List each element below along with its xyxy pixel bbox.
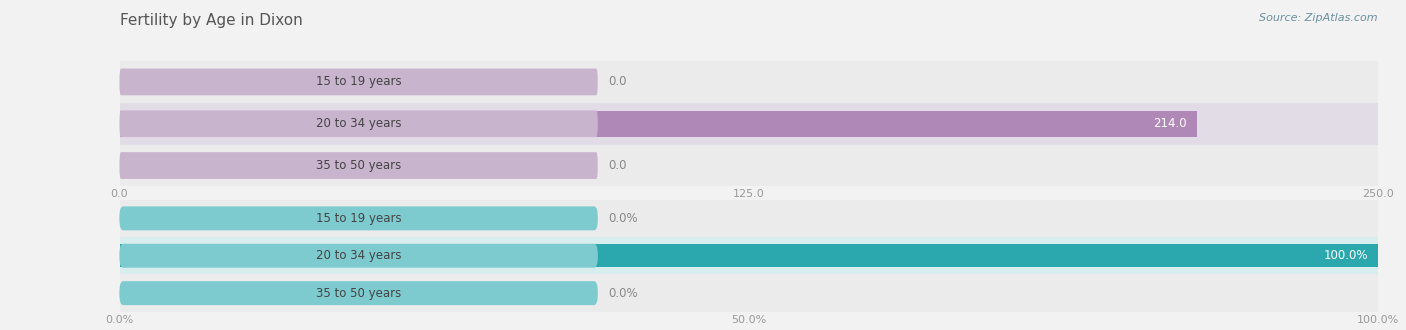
Bar: [120, 200, 1378, 237]
Bar: [120, 275, 1378, 312]
Text: 0.0: 0.0: [607, 76, 626, 88]
Text: 20 to 34 years: 20 to 34 years: [316, 249, 401, 262]
Bar: [120, 237, 1378, 275]
FancyBboxPatch shape: [120, 152, 598, 179]
Text: 15 to 19 years: 15 to 19 years: [316, 212, 401, 225]
Text: Fertility by Age in Dixon: Fertility by Age in Dixon: [120, 13, 302, 28]
Bar: [120, 103, 1378, 145]
Text: 100.0%: 100.0%: [1323, 249, 1368, 262]
Text: 35 to 50 years: 35 to 50 years: [316, 159, 401, 172]
FancyBboxPatch shape: [120, 206, 598, 230]
FancyBboxPatch shape: [120, 244, 598, 268]
Bar: [120, 61, 1378, 103]
Text: Source: ZipAtlas.com: Source: ZipAtlas.com: [1260, 13, 1378, 23]
Text: 0.0%: 0.0%: [607, 287, 637, 300]
Text: 15 to 19 years: 15 to 19 years: [316, 76, 401, 88]
FancyBboxPatch shape: [120, 281, 598, 305]
Text: 20 to 34 years: 20 to 34 years: [316, 117, 401, 130]
Text: 35 to 50 years: 35 to 50 years: [316, 287, 401, 300]
FancyBboxPatch shape: [120, 69, 598, 95]
Bar: [120, 244, 1378, 267]
FancyBboxPatch shape: [120, 110, 598, 137]
Text: 214.0: 214.0: [1153, 117, 1187, 130]
Bar: [120, 145, 1378, 186]
Text: 0.0: 0.0: [607, 159, 626, 172]
Bar: [120, 111, 1197, 137]
Text: 0.0%: 0.0%: [607, 212, 637, 225]
